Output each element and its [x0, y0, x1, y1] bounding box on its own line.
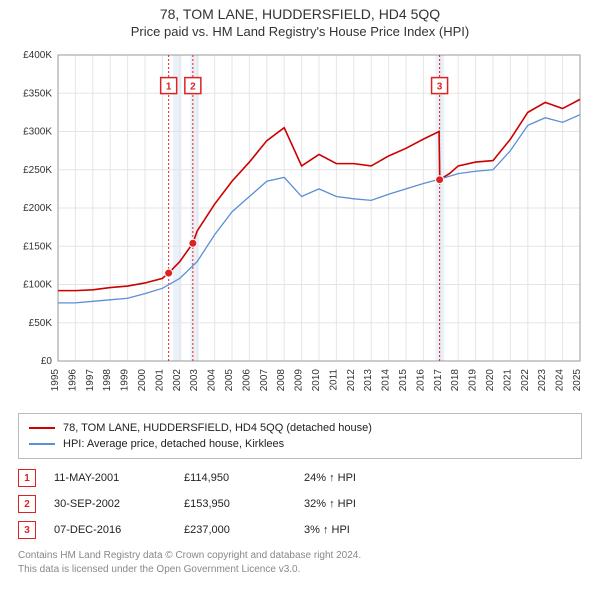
x-tick-label: 2018	[450, 369, 461, 392]
marker-delta: 3% ↑ HPI	[304, 524, 424, 536]
legend-swatch	[29, 427, 55, 429]
legend-label: HPI: Average price, detached house, Kirk…	[63, 436, 284, 452]
x-tick-label: 2006	[241, 369, 252, 392]
y-tick-label: £350K	[23, 88, 52, 99]
page: 78, TOM LANE, HUDDERSFIELD, HD4 5QQ Pric…	[0, 0, 600, 582]
marker-date: 11-MAY-2001	[54, 472, 184, 484]
marker-badge-text: 2	[190, 82, 196, 93]
x-tick-label: 2010	[311, 369, 322, 392]
x-tick-label: 2019	[468, 369, 479, 392]
x-tick-label: 1999	[120, 369, 131, 392]
x-tick-label: 2000	[137, 369, 148, 392]
marker-price: £237,000	[184, 524, 304, 536]
title-subtitle: Price paid vs. HM Land Registry's House …	[10, 24, 590, 39]
x-tick-label: 2017	[433, 369, 444, 392]
x-tick-label: 1997	[85, 369, 96, 392]
x-tick-label: 2005	[224, 369, 235, 392]
marker-delta: 32% ↑ HPI	[304, 498, 424, 510]
x-tick-label: 2004	[207, 369, 218, 392]
y-tick-label: £300K	[23, 127, 52, 138]
x-tick-label: 1995	[50, 369, 61, 392]
x-tick-label: 2023	[537, 369, 548, 392]
x-tick-label: 2003	[189, 369, 200, 392]
legend-row: 78, TOM LANE, HUDDERSFIELD, HD4 5QQ (det…	[29, 420, 571, 436]
marker-badge: 2	[18, 495, 36, 513]
marker-date: 07-DEC-2016	[54, 524, 184, 536]
marker-delta: 24% ↑ HPI	[304, 472, 424, 484]
x-tick-label: 2021	[502, 369, 513, 392]
x-tick-label: 2007	[259, 369, 270, 392]
y-tick-label: £200K	[23, 203, 52, 214]
marker-price: £153,950	[184, 498, 304, 510]
legend-row: HPI: Average price, detached house, Kirk…	[29, 436, 571, 452]
marker-point	[189, 239, 197, 247]
legend-label: 78, TOM LANE, HUDDERSFIELD, HD4 5QQ (det…	[63, 420, 372, 436]
x-tick-label: 2016	[415, 369, 426, 392]
title-address: 78, TOM LANE, HUDDERSFIELD, HD4 5QQ	[10, 6, 590, 22]
x-tick-label: 2013	[363, 369, 374, 392]
marker-price: £114,950	[184, 472, 304, 484]
x-tick-label: 2002	[172, 369, 183, 392]
marker-badge: 3	[18, 521, 36, 539]
x-tick-label: 2020	[485, 369, 496, 392]
x-tick-label: 2015	[398, 369, 409, 392]
marker-badge: 1	[18, 469, 36, 487]
marker-row: 1 11-MAY-2001£114,95024% ↑ HPI	[18, 465, 582, 491]
markers-table: 1 11-MAY-2001£114,95024% ↑ HPI 2 30-SEP-200…	[18, 465, 582, 543]
chart-svg: £0 £50K £100K £150K £200K £250K £300K £350K £400…	[10, 47, 590, 407]
x-tick-label: 2011	[328, 369, 339, 391]
x-tick-label: 2008	[276, 369, 287, 392]
y-tick-label: £100K	[23, 280, 52, 291]
x-tick-label: 2025	[572, 369, 583, 392]
x-tick-label: 2001	[154, 369, 165, 392]
marker-point	[165, 269, 173, 277]
marker-row: 2 30-SEP-2002£153,95032% ↑ HPI	[18, 491, 582, 517]
x-tick-label: 1998	[102, 369, 113, 392]
x-tick-label: 2012	[346, 369, 357, 392]
marker-date: 30-SEP-2002	[54, 498, 184, 510]
marker-badge-text: 1	[166, 82, 172, 93]
legend: 78, TOM LANE, HUDDERSFIELD, HD4 5QQ (det…	[18, 413, 582, 459]
footer-line-2: This data is licensed under the Open Gov…	[18, 563, 582, 577]
footer-line-1: Contains HM Land Registry data © Crown c…	[18, 549, 582, 563]
chart: £0 £50K £100K £150K £200K £250K £300K £350K £400…	[10, 47, 590, 407]
legend-swatch	[29, 443, 55, 445]
x-tick-label: 2022	[520, 369, 531, 392]
marker-row: 3 07-DEC-2016£237,0003% ↑ HPI	[18, 517, 582, 543]
marker-badge-text: 3	[437, 82, 443, 93]
x-tick-label: 2024	[555, 369, 566, 392]
y-tick-label: £400K	[23, 50, 52, 61]
x-tick-label: 1996	[67, 369, 78, 392]
titles: 78, TOM LANE, HUDDERSFIELD, HD4 5QQ Pric…	[10, 6, 590, 39]
y-tick-label: £0	[41, 356, 53, 367]
footer: Contains HM Land Registry data © Crown c…	[18, 549, 582, 576]
x-tick-label: 2014	[381, 369, 392, 392]
marker-point	[436, 176, 444, 184]
y-tick-label: £150K	[23, 241, 52, 252]
y-tick-label: £250K	[23, 165, 52, 176]
y-tick-label: £50K	[29, 318, 53, 329]
x-tick-label: 2009	[294, 369, 305, 392]
